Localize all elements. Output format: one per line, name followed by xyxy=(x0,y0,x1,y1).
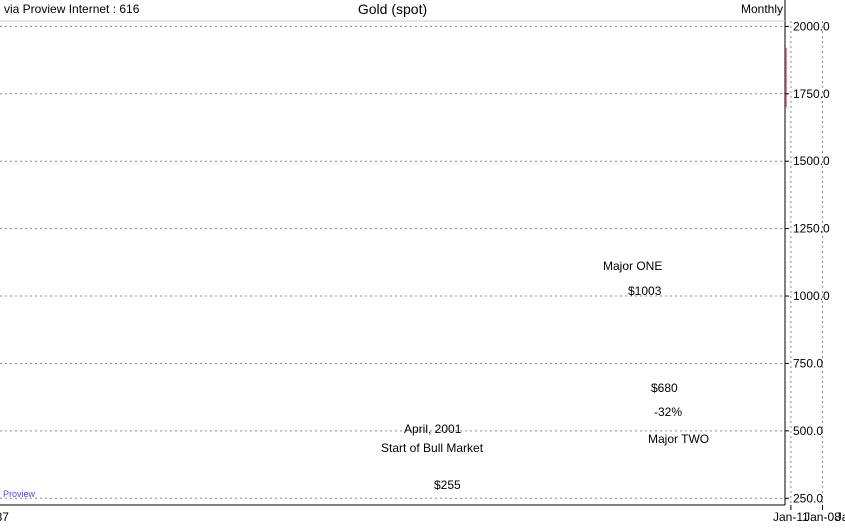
x-tick-label: Jan-05 xyxy=(836,510,845,524)
annotation-major-one: Major ONE xyxy=(603,259,663,273)
y-axis-ticks: 250.0 500.0 750.0 1000.0 1250.0 1500.0 1750.0 2… xyxy=(785,19,830,505)
annotation-april-2001: April, 2001 xyxy=(404,422,462,436)
y-tick-label: 1000.0 xyxy=(793,289,830,303)
y-tick-label: 2000.0 xyxy=(793,19,830,33)
data-source-label: via Proview Internet : 616 xyxy=(4,2,140,16)
annotation-low-680: $680 xyxy=(651,381,678,395)
annotation-high-1003: $1003 xyxy=(628,284,662,298)
y-tick-label: 1750.0 xyxy=(793,87,830,101)
y-tick-label: 500.0 xyxy=(793,424,823,438)
x-tick-label: Jan-87 xyxy=(0,510,9,524)
y-tick-label: 1250.0 xyxy=(793,222,830,236)
annotation-major-two: Major TWO xyxy=(648,432,710,446)
annotation-drop-pct: -32% xyxy=(654,405,683,419)
x-tick-label: Jan-08 xyxy=(804,510,841,524)
y-tick-label: 750.0 xyxy=(793,356,823,370)
annotation-low-255: $255 xyxy=(434,478,461,492)
chart-axes xyxy=(0,0,786,506)
y-tick-label: 250.0 xyxy=(793,491,823,505)
frequency-label: Monthly xyxy=(740,2,783,16)
proview-watermark: Proview xyxy=(3,489,36,499)
annotation-start-bull-market: Start of Bull Market xyxy=(381,441,484,455)
chart-title: Gold (spot) xyxy=(357,1,428,17)
y-tick-label: 1500.0 xyxy=(793,154,830,168)
x-tick-label: Jan-11 xyxy=(773,510,809,524)
chart-grid xyxy=(0,21,823,505)
x-axis-ticks: Jan-87Jan-90Jan-93Jan-96Jan-99Jan-02Jan-… xyxy=(0,505,845,524)
